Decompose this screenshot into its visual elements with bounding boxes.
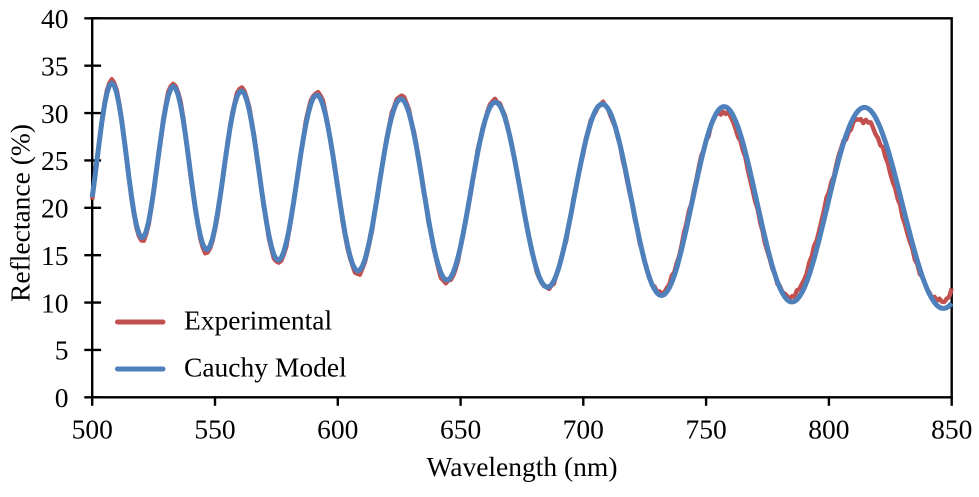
svg-text:850: 850 xyxy=(931,414,972,445)
svg-text:Wavelength (nm): Wavelength (nm) xyxy=(427,451,618,482)
svg-text:0: 0 xyxy=(55,382,69,413)
svg-text:40: 40 xyxy=(41,3,69,34)
svg-text:5: 5 xyxy=(55,335,69,366)
svg-text:500: 500 xyxy=(72,414,113,445)
svg-text:Reflectance (%): Reflectance (%) xyxy=(5,124,36,302)
svg-text:750: 750 xyxy=(685,414,726,445)
svg-text:Cauchy Model: Cauchy Model xyxy=(184,352,347,383)
svg-text:550: 550 xyxy=(194,414,235,445)
svg-text:25: 25 xyxy=(41,145,69,176)
svg-text:20: 20 xyxy=(41,193,69,224)
svg-text:Experimental: Experimental xyxy=(184,305,332,336)
svg-text:15: 15 xyxy=(41,240,69,271)
svg-text:650: 650 xyxy=(440,414,481,445)
svg-text:800: 800 xyxy=(808,414,849,445)
svg-text:30: 30 xyxy=(41,98,69,129)
svg-text:10: 10 xyxy=(41,287,69,318)
svg-text:35: 35 xyxy=(41,51,69,82)
svg-text:700: 700 xyxy=(563,414,604,445)
svg-text:600: 600 xyxy=(317,414,358,445)
